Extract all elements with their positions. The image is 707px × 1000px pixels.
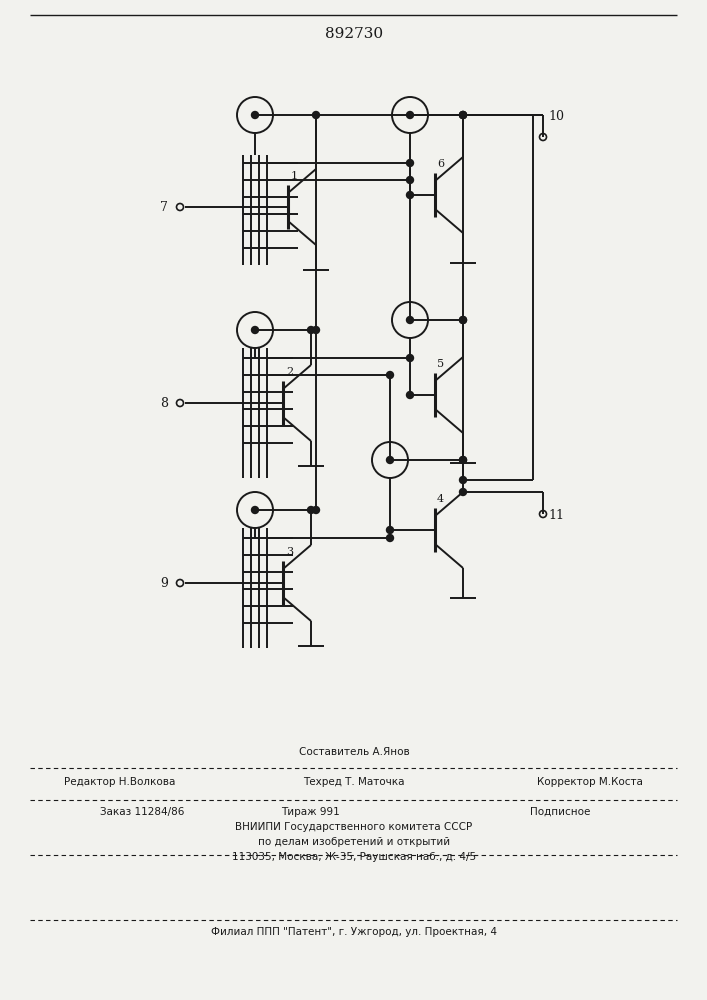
Text: 10: 10 [548, 110, 564, 123]
Text: 9: 9 [160, 577, 168, 590]
Text: по делам изобретений и открытий: по делам изобретений и открытий [258, 837, 450, 847]
Text: 113035, Москва, Ж-35, Раушская наб., д. 4/5: 113035, Москва, Ж-35, Раушская наб., д. … [232, 852, 476, 862]
Circle shape [407, 176, 414, 184]
Circle shape [387, 534, 394, 542]
Circle shape [387, 371, 394, 378]
Circle shape [252, 326, 259, 334]
Circle shape [407, 159, 414, 166]
Text: 1: 1 [291, 171, 298, 181]
Text: Составитель А.Янов: Составитель А.Янов [298, 747, 409, 757]
Text: Редактор Н.Волкова: Редактор Н.Волкова [64, 777, 175, 787]
Circle shape [460, 111, 467, 118]
Circle shape [407, 355, 414, 361]
Circle shape [387, 526, 394, 534]
Circle shape [460, 477, 467, 484]
Text: ВНИИПИ Государственного комитета СССР: ВНИИПИ Государственного комитета СССР [235, 822, 472, 832]
Circle shape [460, 111, 467, 118]
Text: Заказ 11284/86: Заказ 11284/86 [100, 807, 185, 817]
Circle shape [252, 506, 259, 514]
Text: Корректор М.Коста: Корректор М.Коста [537, 777, 643, 787]
Text: 8: 8 [160, 397, 168, 410]
Circle shape [252, 111, 259, 118]
Text: 4: 4 [437, 494, 444, 504]
Circle shape [312, 111, 320, 118]
Text: 6: 6 [437, 159, 444, 169]
Circle shape [460, 488, 467, 495]
Circle shape [312, 506, 320, 514]
Text: 2: 2 [286, 367, 293, 377]
Circle shape [460, 111, 467, 118]
Text: 11: 11 [548, 509, 564, 522]
Circle shape [460, 316, 467, 324]
Circle shape [407, 316, 414, 324]
Circle shape [407, 391, 414, 398]
Text: Тираж 991: Тираж 991 [281, 807, 339, 817]
Circle shape [460, 456, 467, 464]
Circle shape [460, 456, 467, 464]
Circle shape [460, 316, 467, 324]
Circle shape [308, 506, 315, 514]
Text: Филиал ППП "Патент", г. Ужгород, ул. Проектная, 4: Филиал ППП "Патент", г. Ужгород, ул. Про… [211, 927, 497, 937]
Text: 3: 3 [286, 547, 293, 557]
Text: 5: 5 [437, 359, 444, 369]
Circle shape [308, 326, 315, 334]
Text: 892730: 892730 [325, 27, 383, 41]
Circle shape [387, 456, 394, 464]
Text: 7: 7 [160, 201, 168, 214]
Text: Подписное: Подписное [530, 807, 590, 817]
Circle shape [312, 326, 320, 334]
Circle shape [407, 192, 414, 198]
Circle shape [407, 111, 414, 118]
Text: Техред Т. Маточка: Техред Т. Маточка [303, 777, 404, 787]
